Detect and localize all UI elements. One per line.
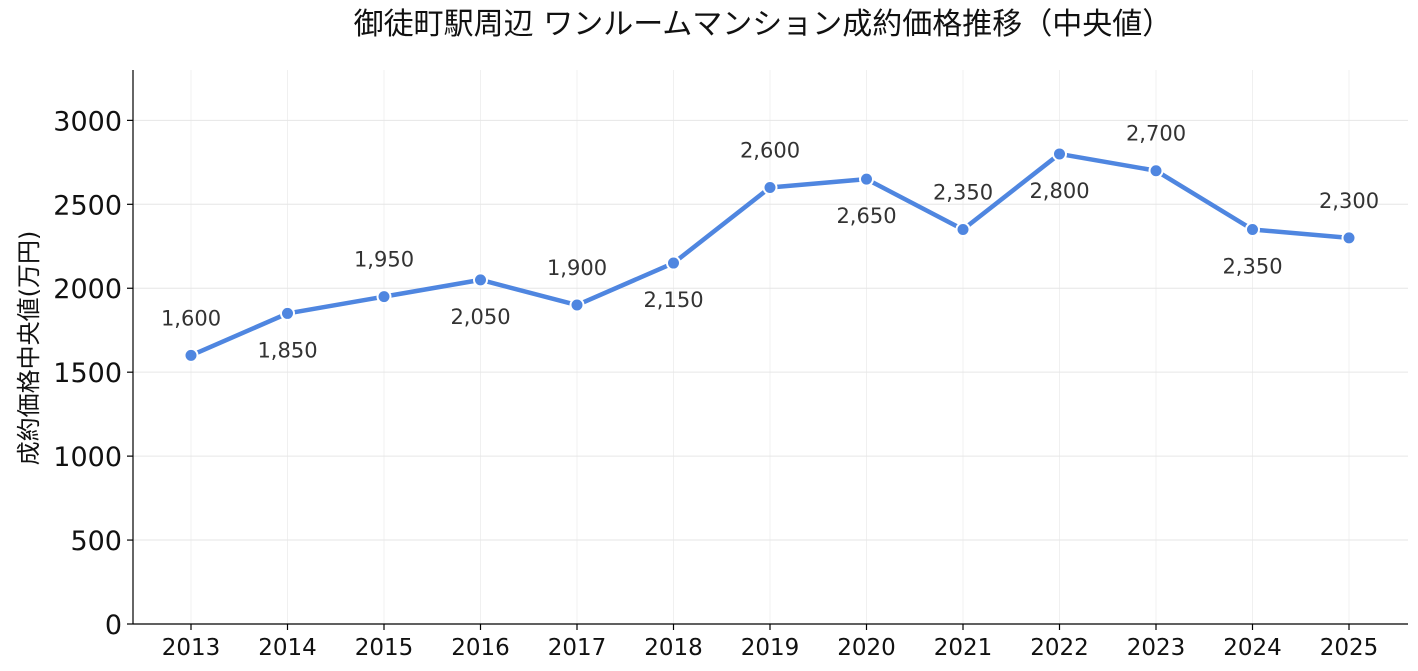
data-label: 2,800: [1029, 179, 1089, 203]
data-label: 2,350: [933, 180, 993, 204]
y-axis-label: 成約価格中央値(万円): [15, 231, 43, 466]
data-point: [1148, 163, 1164, 179]
y-tick-label: 1500: [53, 358, 122, 389]
x-tick-label: 2020: [837, 635, 896, 661]
x-tick-label: 2021: [934, 635, 993, 661]
data-point: [955, 221, 971, 237]
y-tick-label: 500: [70, 526, 122, 557]
data-point: [376, 289, 392, 305]
x-tick-label: 2023: [1127, 635, 1186, 661]
series-layer: [183, 146, 1357, 363]
data-point: [859, 171, 874, 187]
data-point: [1245, 221, 1260, 237]
data-label: 2,150: [643, 288, 703, 312]
data-point: [762, 180, 778, 196]
y-tick-label: 0: [105, 610, 122, 641]
data-label: 2,600: [740, 139, 800, 163]
data-point: [280, 305, 295, 321]
tick-layer: 0 500 1000 1500 2000 2500 3000 2013 2014 2015 2016…: [53, 106, 1378, 661]
data-point: [183, 347, 199, 363]
x-tick-label: 2017: [548, 635, 607, 661]
data-point: [666, 255, 681, 271]
data-label: 2,650: [836, 204, 896, 228]
data-label: 1,600: [161, 306, 221, 330]
x-tick-label: 2024: [1223, 635, 1282, 661]
data-label-layer: 1,600 1,850 1,950 2,050 1,900 2,150 2,600 2,650…: [161, 122, 1379, 363]
x-tick-label: 2016: [451, 635, 510, 661]
x-tick-label: 2015: [355, 635, 414, 661]
y-tick-label: 3000: [53, 106, 122, 137]
data-label: 1,850: [257, 338, 317, 362]
data-label: 2,300: [1319, 189, 1379, 213]
data-point: [1052, 146, 1067, 162]
y-tick-label: 1000: [53, 442, 122, 473]
grid-layer: [133, 70, 1408, 624]
data-label: 2,350: [1222, 254, 1282, 278]
x-tick-label: 2019: [741, 635, 800, 661]
x-tick-label: 2018: [644, 635, 703, 661]
x-tick-label: 2014: [258, 635, 317, 661]
chart-title: 御徒町駅周辺 ワンルームマンション成約価格推移（中央値）: [354, 7, 1173, 42]
y-tick-label: 2000: [53, 274, 122, 305]
data-point: [569, 297, 585, 313]
x-tick-label: 2025: [1320, 635, 1379, 661]
data-label: 1,950: [354, 248, 414, 272]
x-tick-label: 2022: [1030, 635, 1089, 661]
y-tick-label: 2500: [53, 190, 122, 221]
x-tick-label: 2013: [162, 635, 221, 661]
data-label: 1,900: [547, 256, 607, 280]
data-point: [473, 272, 488, 288]
data-label: 2,700: [1126, 122, 1186, 146]
data-point: [1341, 230, 1357, 246]
data-label: 2,050: [450, 305, 510, 329]
